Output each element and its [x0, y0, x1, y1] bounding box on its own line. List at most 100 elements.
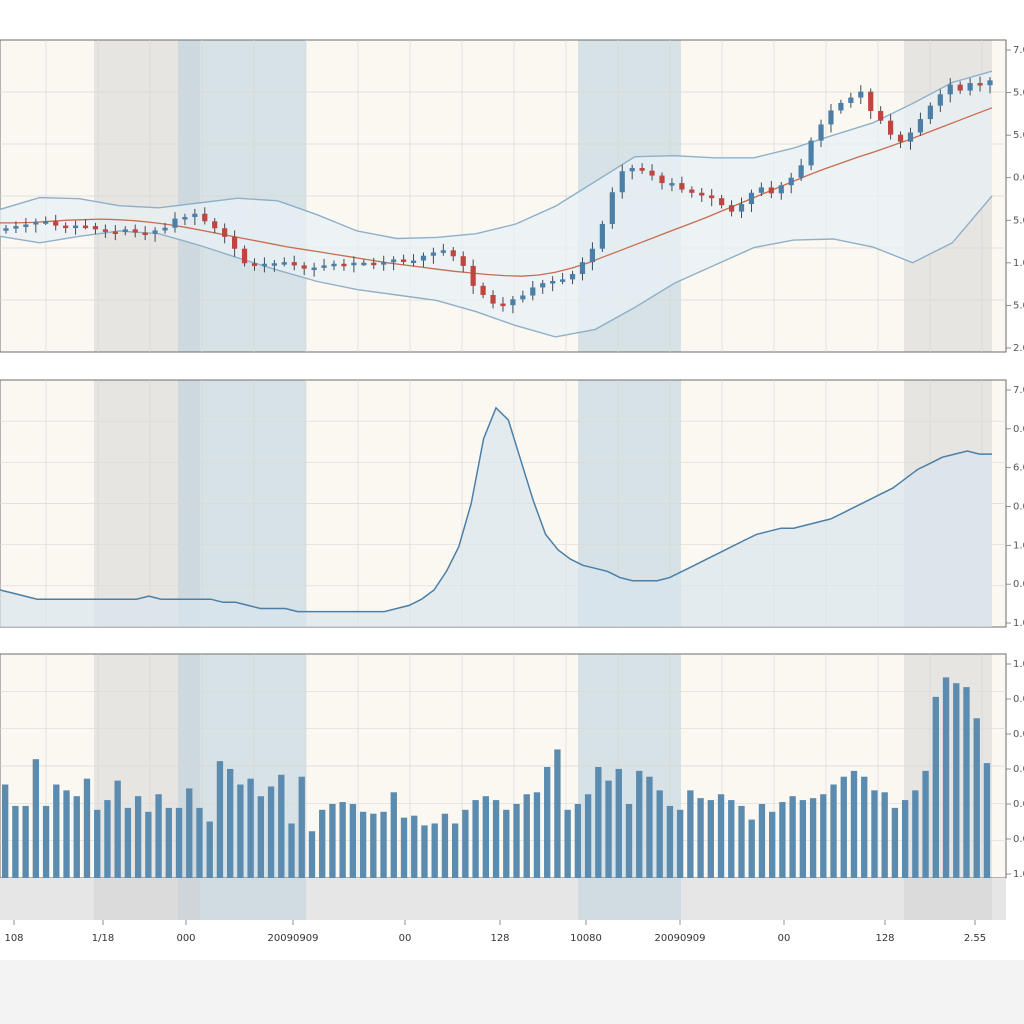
- candle: [33, 218, 39, 233]
- candle-body: [679, 183, 685, 190]
- candle-body: [460, 256, 466, 266]
- candle-body: [222, 228, 228, 237]
- candle: [579, 257, 586, 281]
- candle-body: [202, 213, 208, 222]
- candle: [798, 158, 804, 181]
- candle-body: [122, 229, 128, 233]
- volume-right-tick-label: 0.0: [1013, 799, 1024, 810]
- candle-body: [858, 91, 864, 98]
- candle: [63, 222, 69, 234]
- candle-body: [798, 165, 804, 178]
- x-tick-label: 128: [875, 933, 894, 944]
- footer-blue-band-1: [578, 878, 681, 920]
- candle-body: [391, 259, 397, 263]
- candle-body: [102, 229, 108, 232]
- volume-bar: [574, 803, 582, 878]
- volume-bar: [717, 794, 725, 878]
- candle-body: [351, 262, 357, 266]
- candle-body: [142, 232, 148, 236]
- candle: [371, 257, 377, 270]
- candle: [937, 89, 943, 113]
- candle: [172, 212, 178, 233]
- volume-bar: [779, 802, 786, 878]
- x-tick-label: 2.55: [964, 933, 986, 944]
- candle-body: [768, 187, 774, 194]
- candle-body: [82, 225, 89, 229]
- candle: [858, 85, 864, 105]
- candle-body: [987, 80, 993, 86]
- candle: [381, 255, 387, 271]
- candle-body: [599, 223, 605, 249]
- candle: [331, 260, 337, 271]
- candle-body: [888, 120, 894, 135]
- bollinger-upper-line: [0, 70, 993, 240]
- candle: [500, 297, 506, 312]
- volume-bar: [871, 790, 878, 878]
- candle-body: [728, 205, 735, 212]
- candle: [659, 172, 665, 190]
- candle-body: [937, 94, 943, 106]
- candle: [897, 131, 904, 149]
- price-right-tick-label: 5.0: [1013, 130, 1024, 141]
- candle: [927, 102, 933, 124]
- volume-bar: [830, 784, 837, 878]
- candle: [122, 226, 128, 236]
- candle: [669, 178, 675, 192]
- candle-body: [440, 250, 446, 253]
- candle: [261, 257, 268, 273]
- candle: [301, 262, 307, 276]
- volume-bar: [584, 794, 592, 878]
- candle: [589, 242, 596, 271]
- price-right-tick-label: 0.0: [1013, 173, 1024, 184]
- volume-bar: [165, 807, 172, 878]
- volume-bar: [809, 798, 817, 878]
- candle-body: [738, 204, 745, 212]
- volume-bar: [226, 768, 234, 878]
- volume-bar: [676, 809, 684, 878]
- volume-bar: [544, 766, 551, 878]
- candle: [53, 214, 59, 231]
- candle: [540, 279, 546, 294]
- candle-body: [271, 263, 277, 266]
- candle: [878, 106, 884, 124]
- volume-bar: [175, 807, 183, 878]
- candle-body: [897, 134, 904, 142]
- volume-bar: [728, 800, 735, 878]
- volume-bar: [636, 770, 643, 878]
- candle-body: [689, 189, 695, 193]
- candle: [719, 194, 725, 209]
- volume-bar: [656, 790, 663, 878]
- volume-bar: [186, 788, 193, 878]
- x-tick-label: 20090909: [655, 933, 706, 944]
- candle: [102, 224, 108, 238]
- candle: [202, 207, 208, 225]
- candle-body: [132, 229, 138, 233]
- bollinger-lower-line: [0, 195, 993, 338]
- candle-body: [361, 262, 367, 266]
- x-tick-label: 1/18: [92, 933, 114, 944]
- volume-bar: [666, 805, 674, 878]
- candle: [569, 270, 576, 285]
- candle-body: [152, 230, 158, 234]
- candle-body: [13, 226, 19, 229]
- candle: [977, 76, 983, 92]
- volume-bar: [492, 800, 500, 878]
- volume-bar: [206, 821, 213, 878]
- candle-body: [967, 83, 973, 91]
- candle: [92, 222, 99, 235]
- volume-bar: [748, 819, 755, 878]
- candle: [778, 182, 784, 200]
- candle-body: [540, 283, 546, 288]
- candle: [460, 251, 466, 273]
- candle: [311, 262, 317, 277]
- volume-bar: [840, 776, 847, 878]
- candle-body: [172, 218, 178, 228]
- volume-bar: [789, 796, 796, 878]
- candle: [818, 119, 824, 148]
- candle: [768, 180, 774, 199]
- candle: [321, 258, 327, 271]
- candle: [152, 227, 158, 242]
- candle-body: [490, 294, 496, 304]
